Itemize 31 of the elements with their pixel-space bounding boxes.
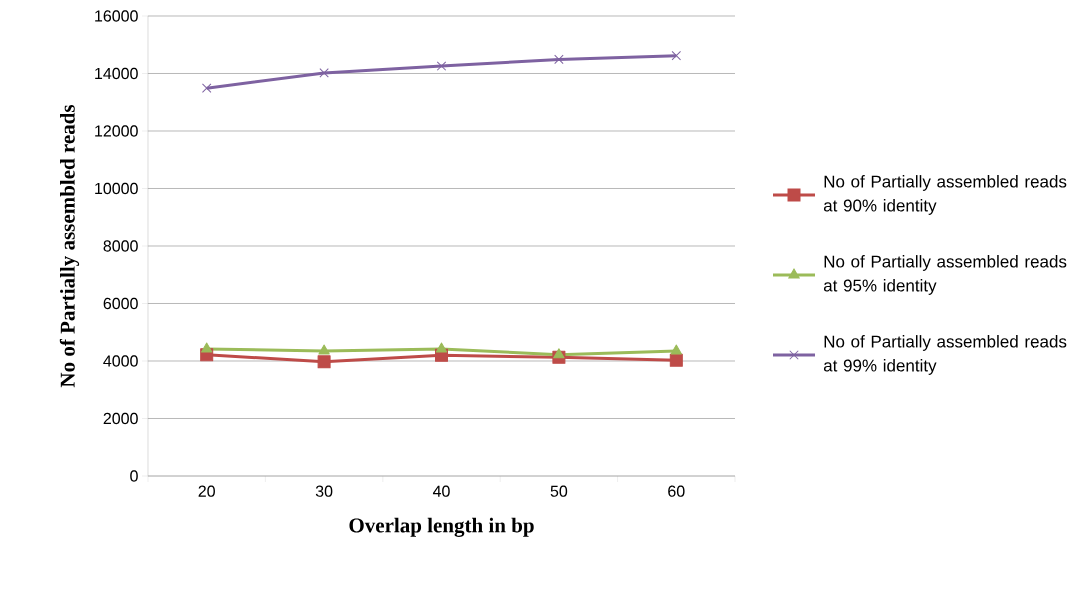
point — [435, 342, 448, 353]
y-tick-label: 10000 — [95, 182, 138, 195]
point — [318, 344, 330, 355]
point — [669, 353, 683, 367]
point — [671, 50, 682, 61]
x-tick-label: 30 — [315, 485, 333, 497]
point — [553, 348, 565, 359]
point — [201, 83, 212, 93]
point — [319, 68, 329, 78]
legend-label: No of Partially assembled reads at 95% identity — [823, 255, 1067, 295]
point — [201, 342, 213, 353]
x-tick-label: 20 — [198, 485, 215, 497]
point — [670, 344, 682, 355]
point — [554, 54, 564, 65]
y-tick-label: 12000 — [95, 125, 138, 137]
x-tick-label: 50 — [550, 485, 568, 497]
y-tick-label: 16000 — [95, 10, 138, 22]
x-tick-label: 60 — [668, 485, 685, 497]
y-tick-label: 8000 — [103, 240, 138, 252]
point — [436, 61, 447, 71]
legend-label: No of Partially assembled reads at 99% identity — [823, 335, 1067, 375]
x-axis-title: Overlap length in bp — [349, 517, 534, 537]
y-tick-label: 0 — [130, 470, 138, 482]
y-tick-label: 2000 — [103, 412, 138, 425]
legend-label: No of Partially assembled reads at 90% identity — [823, 175, 1067, 215]
point — [317, 355, 331, 369]
y-tick-label: 6000 — [103, 297, 138, 310]
y-tick-label: 4000 — [103, 355, 138, 367]
y-axis-title: No of Partially assembled reads — [59, 104, 80, 388]
x-tick-label: 40 — [432, 485, 450, 497]
y-tick-label: 14000 — [95, 67, 138, 80]
